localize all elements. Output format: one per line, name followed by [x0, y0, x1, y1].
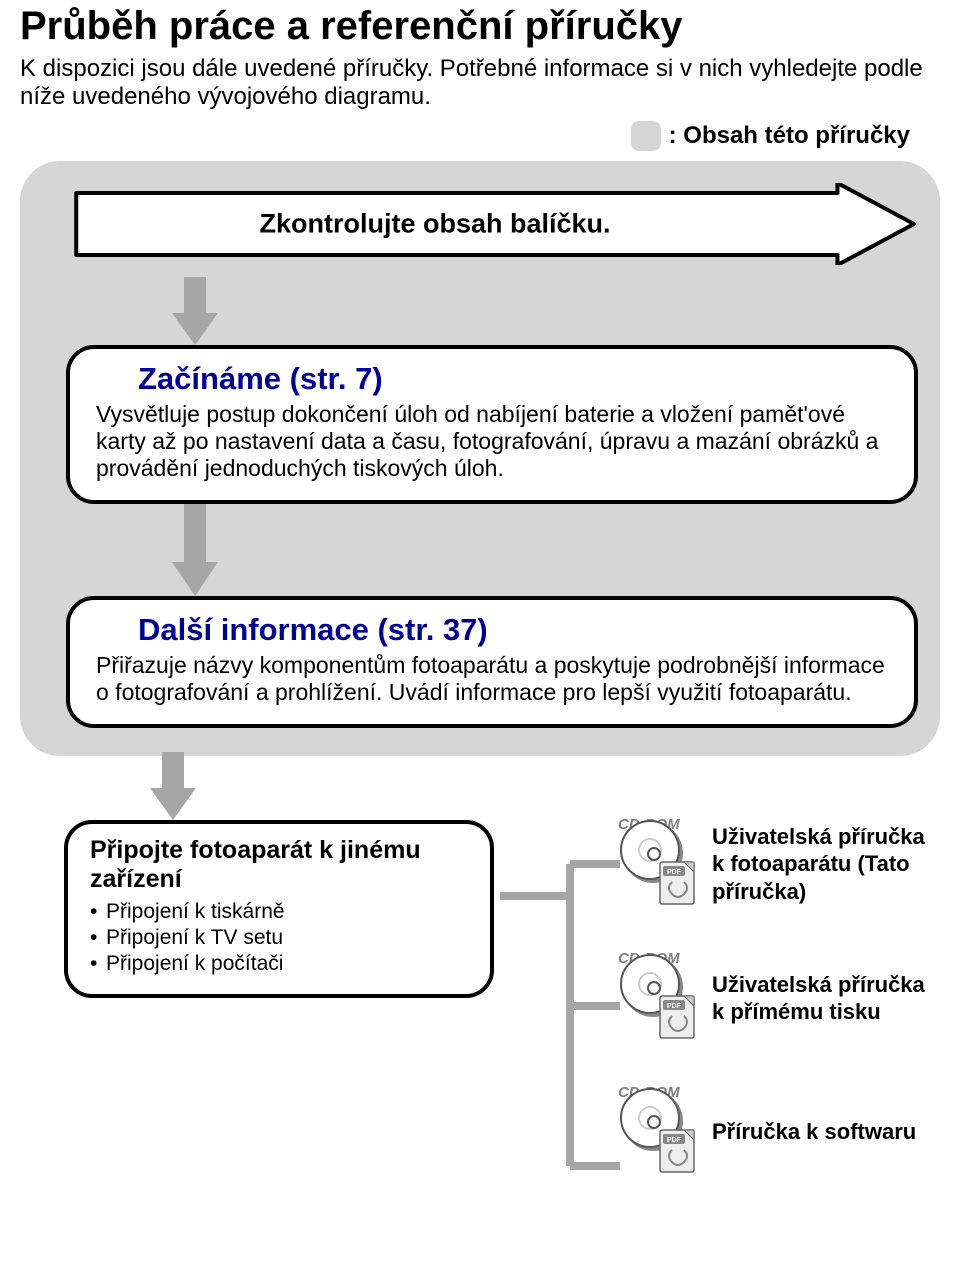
card-more-info: Další informace (str. 37) Přiřazuje názv…	[66, 596, 918, 728]
branch-label-1: Uživatelská příručka k fotoaparátu (Tato…	[712, 823, 930, 906]
down-arrow-2	[172, 504, 218, 596]
page-title: Průběh práce a referenční příručky	[20, 4, 940, 49]
branch-software: CD-ROM PDF	[620, 1088, 930, 1176]
card1-body: Vysvětluje postup dokončení úloh od nabí…	[96, 401, 888, 482]
svg-text:PDF: PDF	[667, 869, 682, 876]
branch-direct-print: CD-ROM PDF	[620, 954, 930, 1042]
pdf-icon: PDF	[656, 992, 698, 1042]
down-arrow-3	[150, 752, 196, 820]
pdf-icon: PDF	[656, 858, 698, 908]
svg-text:PDF: PDF	[667, 1003, 682, 1010]
intro-text: K dispozici jsou dále uvedené příručky. …	[20, 55, 940, 111]
bullet-printer: Připojení k tiskárně	[90, 900, 468, 924]
connect-bullets: Připojení k tiskárně Připojení k TV setu…	[90, 900, 468, 976]
cdrom-pdf-icon: CD-ROM PDF	[620, 954, 698, 1042]
legend-swatch	[631, 121, 661, 151]
bullet-tv: Připojení k TV setu	[90, 926, 468, 950]
bullet-pc: Připojení k počítači	[90, 952, 468, 976]
connect-title: Připojte fotoaparát k jinému zařízení	[90, 836, 468, 894]
card2-body: Přiřazuje názvy komponentům fotoaparátu …	[96, 652, 888, 706]
banner-arrow: Zkontrolujte obsah balíčku.	[42, 183, 918, 265]
branch-camera-guide: CD-ROM PDF	[620, 820, 930, 908]
down-arrow-1	[172, 277, 218, 345]
branch-label-3: Příručka k softwaru	[712, 1118, 916, 1146]
legend-label: : Obsah této příručky	[669, 122, 910, 150]
card-connect: Připojte fotoaparát k jinému zařízení Př…	[64, 820, 494, 998]
cdrom-pdf-icon: CD-ROM PDF	[620, 1088, 698, 1176]
branch-label-2: Uživatelská příručka k přímému tisku	[712, 971, 930, 1026]
card-getting-started: Začínáme (str. 7) Vysvětluje postup doko…	[66, 345, 918, 504]
flow-background: Zkontrolujte obsah balíčku. Začínáme (st…	[20, 161, 940, 756]
branch-lines	[500, 856, 640, 1216]
banner-arrow-label: Zkontrolujte obsah balíčku.	[42, 209, 828, 240]
branch-wrap: CD-ROM PDF	[500, 820, 930, 1230]
cdrom-pdf-icon: CD-ROM PDF	[620, 820, 698, 908]
svg-text:PDF: PDF	[667, 1137, 682, 1144]
legend: : Obsah této příručky	[20, 121, 910, 151]
card2-title[interactable]: Další informace (str. 37)	[138, 612, 888, 648]
card1-title[interactable]: Začínáme (str. 7)	[138, 361, 888, 397]
pdf-icon: PDF	[656, 1126, 698, 1176]
